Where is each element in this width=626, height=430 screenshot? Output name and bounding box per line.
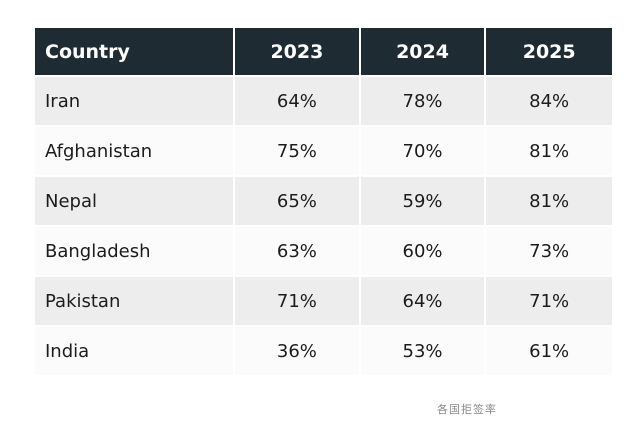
value-cell-2023: 63% xyxy=(235,225,361,275)
value-cell-2023: 71% xyxy=(235,275,361,325)
table-caption: 各国拒签率 xyxy=(437,403,497,416)
header-2023: 2023 xyxy=(235,28,361,75)
value-cell-2024: 59% xyxy=(360,175,487,225)
rejection-rate-table-container: Country 2023 2024 2025 Iran 64% 78% 84% … xyxy=(35,28,612,375)
value-cell-2024: 53% xyxy=(360,325,487,375)
table-row: Afghanistan 75% 70% 81% xyxy=(35,125,612,175)
country-cell: Afghanistan xyxy=(35,125,236,175)
value-cell-2024: 60% xyxy=(360,225,487,275)
value-cell-2025: 84% xyxy=(486,75,612,125)
country-cell: Nepal xyxy=(35,175,236,225)
header-2024: 2024 xyxy=(360,28,487,75)
country-cell: Pakistan xyxy=(35,275,236,325)
value-cell-2023: 75% xyxy=(235,125,361,175)
value-cell-2025: 73% xyxy=(486,225,612,275)
table-row: Iran 64% 78% 84% xyxy=(35,75,612,125)
table-header-row: Country 2023 2024 2025 xyxy=(35,28,612,75)
value-cell-2024: 70% xyxy=(360,125,487,175)
value-cell-2025: 81% xyxy=(486,175,612,225)
value-cell-2025: 71% xyxy=(486,275,612,325)
table-row: Nepal 65% 59% 81% xyxy=(35,175,612,225)
table-row: India 36% 53% 61% xyxy=(35,325,612,375)
country-cell: India xyxy=(35,325,236,375)
value-cell-2025: 81% xyxy=(486,125,612,175)
value-cell-2023: 36% xyxy=(235,325,361,375)
rejection-rate-table: Country 2023 2024 2025 Iran 64% 78% 84% … xyxy=(35,28,612,375)
country-cell: Bangladesh xyxy=(35,225,236,275)
country-cell: Iran xyxy=(35,75,236,125)
header-2025: 2025 xyxy=(486,28,612,75)
value-cell-2023: 65% xyxy=(235,175,361,225)
table-row: Bangladesh 63% 60% 73% xyxy=(35,225,612,275)
value-cell-2025: 61% xyxy=(486,325,612,375)
value-cell-2024: 78% xyxy=(360,75,487,125)
header-country: Country xyxy=(35,28,236,75)
value-cell-2024: 64% xyxy=(360,275,487,325)
value-cell-2023: 64% xyxy=(235,75,361,125)
table-row: Pakistan 71% 64% 71% xyxy=(35,275,612,325)
